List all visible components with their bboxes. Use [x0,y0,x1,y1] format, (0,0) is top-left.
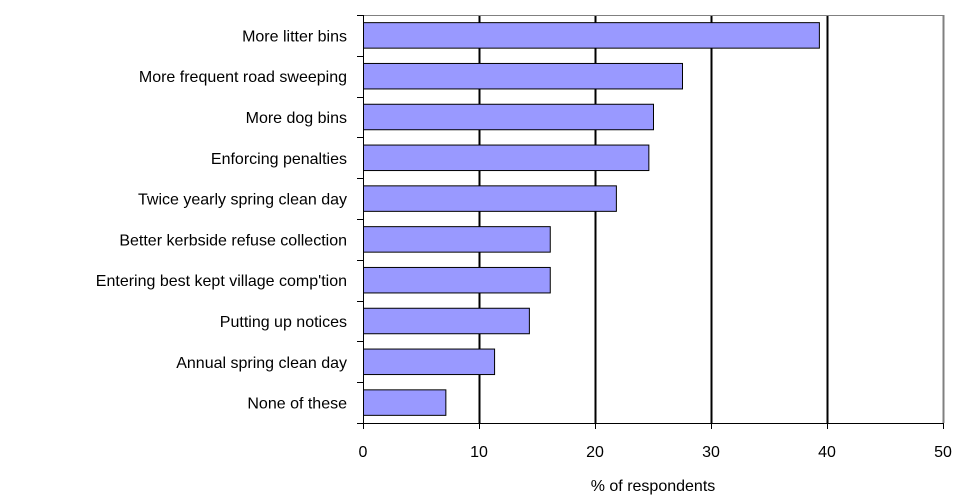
category-label: Better kerbside refuse collection [119,232,347,249]
bar-4 [363,144,650,172]
x-tick-label: 40 [818,444,836,461]
category-label: Entering best kept village comp'tion [96,273,347,290]
x-tick-label: 50 [934,444,952,461]
category-labels: More litter bins More frequent road sweep… [96,15,363,424]
category-label: More dog bins [246,110,347,127]
bar-8 [363,307,530,335]
bars [363,22,820,416]
category-label: More litter bins [242,28,347,45]
x-tick-label: 10 [470,444,488,461]
bar-6 [363,226,551,253]
category-label: Putting up notices [220,314,347,331]
x-tick-labels: 0 10 20 30 40 50 [359,423,952,461]
bar-10 [363,389,447,416]
bar-3 [363,103,654,131]
category-label: Twice yearly spring clean day [138,192,347,209]
bar-7 [363,266,551,294]
category-label: More frequent road sweeping [139,69,347,86]
x-axis-title: % of respondents [591,478,716,495]
x-tick-label: 0 [359,444,368,461]
category-label: None of these [247,396,347,413]
plot-frame [363,15,945,424]
category-label: Enforcing penalties [211,151,347,168]
bar-9 [363,348,496,376]
bar-1 [363,22,820,49]
bar-5 [363,185,617,212]
category-label: Annual spring clean day [176,355,347,372]
x-tick-label: 30 [702,444,720,461]
bar-2 [363,62,683,90]
x-tick-label: 20 [586,444,604,461]
